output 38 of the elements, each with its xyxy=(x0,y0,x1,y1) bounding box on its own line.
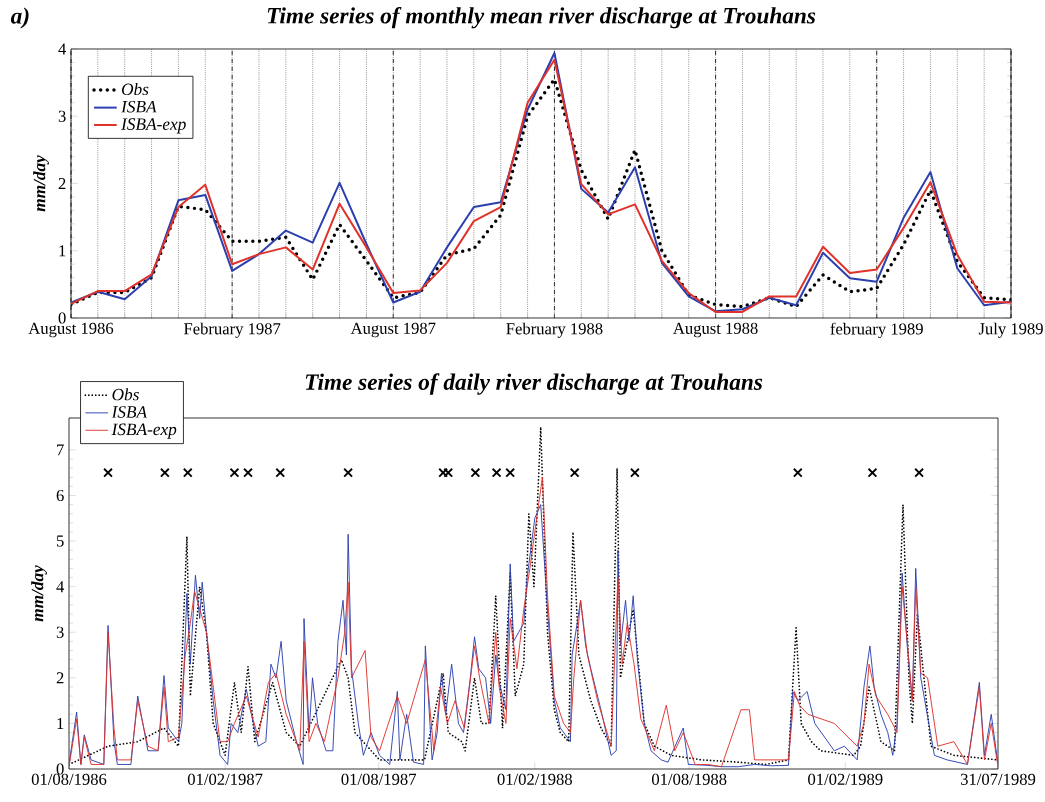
y-tick-label: 2 xyxy=(56,672,64,684)
x-tick-label: february 1989 xyxy=(830,322,923,338)
x-tick-label: August 1986 xyxy=(28,322,114,338)
y-tick-label: 3 xyxy=(58,110,66,122)
chart-title: Time series of monthly mean river discharge at Trouhans xyxy=(267,6,816,29)
y-tick-label: 1 xyxy=(57,717,64,729)
x-tick-label: February 1988 xyxy=(506,322,603,338)
x-tick-label: February 1987 xyxy=(183,322,281,338)
x-tick-label: 01/08/1986 xyxy=(31,773,107,785)
x-tick-label: 01/02/1989 xyxy=(808,773,883,785)
legend-label: ISBA-exp xyxy=(121,118,186,134)
legend-label: Obs xyxy=(121,82,149,96)
x-tick-label: 01/02/1988 xyxy=(497,773,572,785)
y-axis-title: mm/day xyxy=(33,155,49,212)
legend-label: ISBA xyxy=(121,100,157,113)
x-tick-label: 01/02/1987 xyxy=(187,773,263,785)
text: a) xyxy=(10,7,29,29)
x-tick-label: August 1988 xyxy=(673,322,758,338)
legend-label: ISBA xyxy=(111,406,148,418)
y-tick-label: 4 xyxy=(58,43,67,55)
y-tick-label: 5 xyxy=(56,535,64,547)
y-tick-label: 0 xyxy=(58,312,66,324)
y-tick-label: 0 xyxy=(56,763,64,775)
y-axis-title: mm/day xyxy=(31,565,47,622)
x-tick-label: August 1987 xyxy=(350,322,436,338)
x-tick-label: 01/08/1987 xyxy=(341,773,417,785)
x-tick-label: 01/08/1988 xyxy=(651,773,727,785)
legend-label: Obs xyxy=(112,388,139,401)
legend-label: ISBA-exp xyxy=(111,423,177,439)
x-tick-label: July 1989 xyxy=(978,322,1043,338)
y-tick-label: 2 xyxy=(58,177,66,189)
chart-title: Time series of daily river discharge at Trouhans xyxy=(305,373,763,395)
x-tick-label: 31/07/1989 xyxy=(960,773,1036,785)
y-tick-label: 4 xyxy=(56,581,65,593)
y-tick-label: 1 xyxy=(59,245,66,257)
y-tick-label: 3 xyxy=(56,626,64,638)
y-tick-label: 7 xyxy=(57,444,64,456)
y-tick-label: 6 xyxy=(56,489,64,502)
